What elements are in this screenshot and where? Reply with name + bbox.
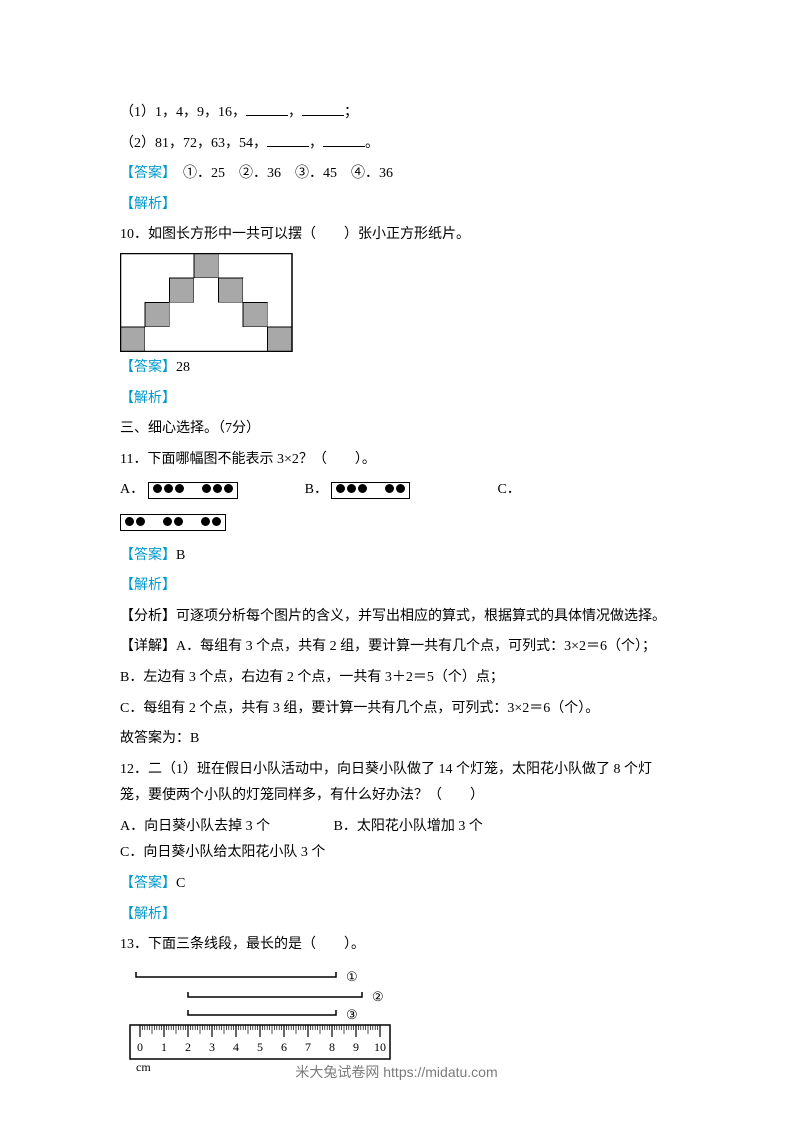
- blank: [246, 102, 288, 116]
- q11-options-row1: A． B． C．: [120, 477, 673, 504]
- blank: [267, 133, 309, 147]
- blank: [323, 133, 365, 147]
- q11-detailC: C．每组有 2 个点，共有 3 组，要计算一共有几个点，可列式：3×2＝6（个）…: [120, 696, 673, 723]
- q12-analysis-label: 【解析】: [120, 902, 673, 929]
- q9-line1: （1）1，4，9，16，，；: [120, 100, 673, 127]
- q11-optA-figure: [148, 482, 238, 499]
- q11-optB-label: B．: [305, 482, 328, 497]
- q12-text: 12．二（1）班在假日小队活动中，向日葵小队做了 14 个灯笼，太阳花小队做了 …: [120, 757, 673, 810]
- svg-text:5: 5: [257, 1040, 263, 1054]
- fenxi-label: 【分析】: [120, 609, 176, 624]
- q11-optC-figure: [120, 514, 226, 531]
- q10-text: 10．如图长方形中一共可以摆（ ）张小正方形纸片。: [120, 222, 673, 249]
- q11-optB-figure: [331, 482, 410, 499]
- q11-optA-label: A．: [120, 482, 144, 497]
- q11-fenxi: 【分析】可逐项分析每个图片的含义，并写出相应的算式，根据算式的具体情况做选择。: [120, 604, 673, 631]
- q13-text: 13．下面三条线段，最长的是（ ）。: [120, 932, 673, 959]
- svg-text:1: 1: [161, 1040, 167, 1054]
- blank: [302, 102, 344, 116]
- q10-figure: [120, 253, 292, 351]
- q9-answer: 【答案】 ①．25 ②．36 ③．45 ④．36: [120, 161, 673, 188]
- q11-detailB: B．左边有 3 个点，右边有 2 个点，一共有 3＋2＝5（个）点；: [120, 665, 673, 692]
- xiangjie-label: 【详解】: [120, 639, 176, 654]
- q11-fenxi-text: 可逐项分析每个图片的含义，并写出相应的算式，根据算式的具体情况做选择。: [176, 609, 666, 624]
- q9-line2: （2）81，72，63，54，，。: [120, 131, 673, 158]
- q11-options-row2: [120, 510, 673, 537]
- svg-text:②: ②: [372, 989, 384, 1004]
- q10-answer-value: 28: [176, 360, 190, 375]
- svg-text:6: 6: [281, 1040, 287, 1054]
- svg-text:③: ③: [346, 1007, 358, 1022]
- q11-analysis-label: 【解析】: [120, 573, 673, 600]
- q11-optC-label: C．: [497, 482, 520, 497]
- svg-text:4: 4: [233, 1040, 239, 1054]
- q10-answer: 【答案】28: [120, 355, 673, 382]
- q11-detailA: A．每组有 3 个点，共有 2 组，要计算一共有几个点，可列式：3×2＝6（个）…: [176, 639, 656, 654]
- q11-xiangjie: 【详解】A．每组有 3 个点，共有 2 组，要计算一共有几个点，可列式：3×2＝…: [120, 634, 673, 661]
- svg-text:10: 10: [374, 1040, 386, 1054]
- q11-conclusion: 故答案为：B: [120, 726, 673, 753]
- q9-line2-end: 。: [365, 136, 379, 151]
- q12-optC: C．向日葵小队给太阳花小队 3 个: [120, 840, 325, 867]
- q12-answer-value: C: [176, 876, 185, 891]
- svg-text:3: 3: [209, 1040, 215, 1054]
- q9-line1-end: ；: [344, 105, 358, 120]
- answer-label: 【答案】: [120, 166, 169, 181]
- answer-label: 【答案】: [120, 548, 176, 563]
- q11-answer-value: B: [176, 548, 185, 563]
- svg-text:①: ①: [346, 969, 358, 984]
- q9-analysis-label: 【解析】: [120, 192, 673, 219]
- q12-optA: A．向日葵小队去掉 3 个: [120, 814, 330, 841]
- q9-line1-text: （1）1，4，9，16，: [120, 105, 246, 120]
- q10-analysis-label: 【解析】: [120, 386, 673, 413]
- svg-text:8: 8: [329, 1040, 335, 1054]
- q12-optB: B．太阳花小队增加 3 个: [334, 814, 534, 841]
- section3-title: 三、细心选择。（7分）: [120, 416, 673, 443]
- q12-options: A．向日葵小队去掉 3 个 B．太阳花小队增加 3 个 C．向日葵小队给太阳花小…: [120, 814, 673, 867]
- answer-label: 【答案】: [120, 360, 176, 375]
- q11-answer: 【答案】B: [120, 543, 673, 570]
- svg-text:0: 0: [137, 1040, 143, 1054]
- q9-answer-values: ①．25 ②．36 ③．45 ④．36: [169, 166, 393, 181]
- svg-text:9: 9: [353, 1040, 359, 1054]
- svg-text:2: 2: [185, 1040, 191, 1054]
- footer: 米大兔试卷网 https://midatu.com: [0, 1059, 793, 1086]
- q9-line2-text: （2）81，72，63，54，: [120, 136, 267, 151]
- q11-text: 11．下面哪幅图不能表示 3×2？（ ）。: [120, 447, 673, 474]
- q12-answer: 【答案】C: [120, 871, 673, 898]
- svg-text:7: 7: [305, 1040, 311, 1054]
- answer-label: 【答案】: [120, 876, 176, 891]
